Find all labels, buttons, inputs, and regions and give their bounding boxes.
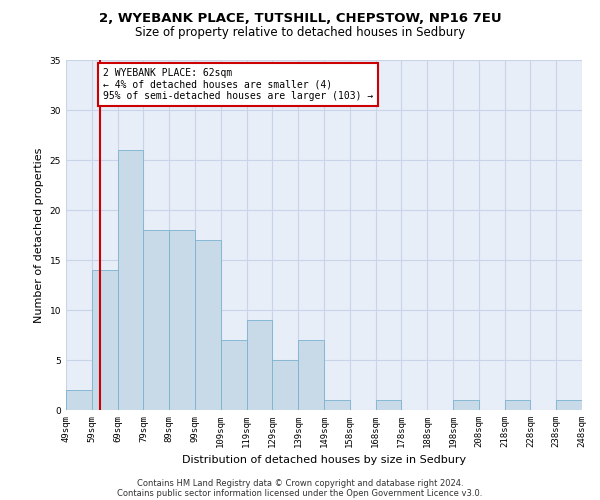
Bar <box>505 400 530 410</box>
Text: Size of property relative to detached houses in Sedbury: Size of property relative to detached ho… <box>135 26 465 39</box>
Text: 2, WYEBANK PLACE, TUTSHILL, CHEPSTOW, NP16 7EU: 2, WYEBANK PLACE, TUTSHILL, CHEPSTOW, NP… <box>98 12 502 26</box>
Bar <box>556 400 582 410</box>
Bar <box>92 270 118 410</box>
Bar <box>453 400 479 410</box>
Bar <box>221 340 247 410</box>
Text: Contains public sector information licensed under the Open Government Licence v3: Contains public sector information licen… <box>118 488 482 498</box>
Text: Contains HM Land Registry data © Crown copyright and database right 2024.: Contains HM Land Registry data © Crown c… <box>137 478 463 488</box>
Bar <box>298 340 324 410</box>
Bar <box>143 230 169 410</box>
Bar <box>169 230 195 410</box>
Bar <box>272 360 298 410</box>
Bar <box>195 240 221 410</box>
Bar <box>376 400 401 410</box>
Bar <box>66 390 92 410</box>
Bar <box>247 320 272 410</box>
Bar <box>118 150 143 410</box>
Y-axis label: Number of detached properties: Number of detached properties <box>34 148 44 322</box>
X-axis label: Distribution of detached houses by size in Sedbury: Distribution of detached houses by size … <box>182 456 466 466</box>
Text: 2 WYEBANK PLACE: 62sqm
← 4% of detached houses are smaller (4)
95% of semi-detac: 2 WYEBANK PLACE: 62sqm ← 4% of detached … <box>103 68 373 101</box>
Bar <box>324 400 350 410</box>
